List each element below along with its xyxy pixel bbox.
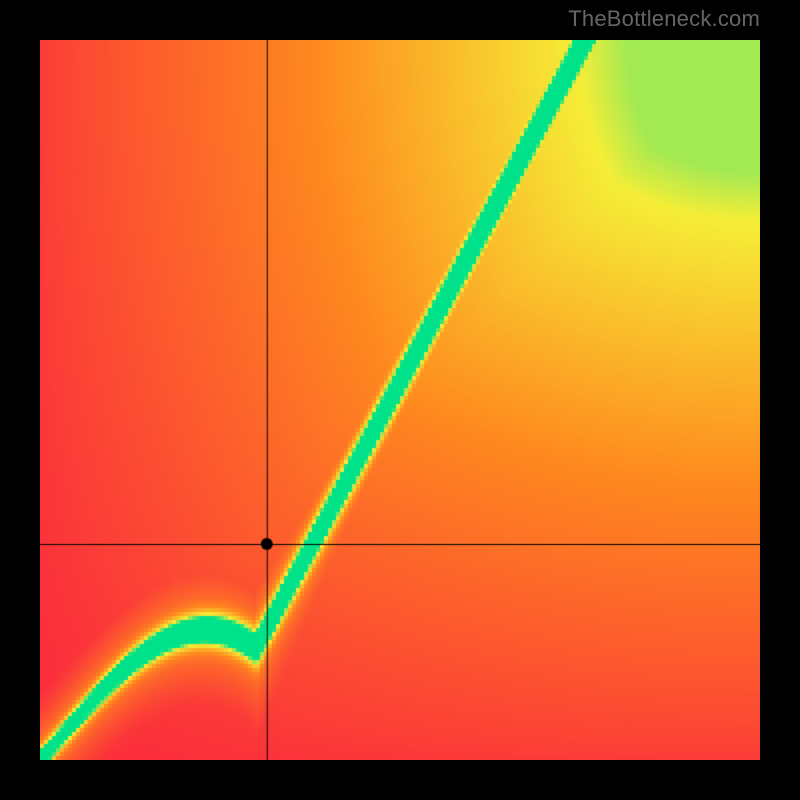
heatmap-canvas: [40, 40, 760, 760]
watermark-text: TheBottleneck.com: [568, 6, 760, 32]
chart-container: TheBottleneck.com: [0, 0, 800, 800]
heatmap-plot: [40, 40, 760, 760]
